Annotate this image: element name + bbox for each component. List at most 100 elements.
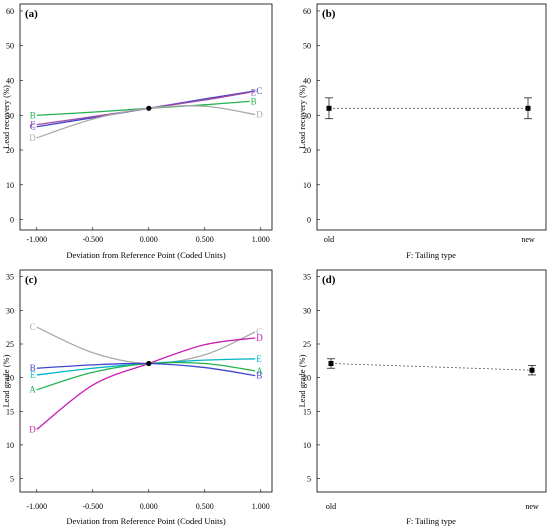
series-label-start-B: B [30, 363, 36, 373]
panel-c: (c) Lead grade (%) Deviation from Refere… [1, 269, 273, 526]
x-category-label: new [521, 235, 535, 244]
panel-c-grid [20, 276, 262, 492]
mean-point [326, 105, 332, 111]
panel-c-xlabel: Deviation from Reference Point (Coded Un… [66, 516, 226, 526]
series-label-end-E: E [251, 87, 257, 97]
panel-d-frame [316, 269, 547, 493]
panel-b-frame [316, 3, 547, 231]
x-tick-label: -0.500 [82, 502, 103, 511]
panel-b-label: (b) [322, 8, 336, 20]
x-tick-label: 0.500 [196, 235, 214, 244]
x-tick-label: 0.000 [140, 235, 158, 244]
y-tick-label: 20 [6, 374, 14, 383]
y-tick-label: 25 [6, 340, 14, 349]
x-tick-label: 1.000 [252, 235, 270, 244]
y-tick-label: 20 [6, 146, 14, 155]
series-label-end-B: B [256, 371, 262, 381]
x-category-label: new [525, 502, 539, 511]
y-tick-label: 20 [303, 146, 311, 155]
panel-b-ylabel: Lead recovery (%) [297, 85, 307, 149]
panel-c-ticks: 5 10 15 20 25 30 35 -1.000 -0.500 0.000 0.500 1.000 [6, 273, 270, 511]
y-tick-label: 20 [303, 374, 311, 383]
panel-d-ylabel: Lead grade (%) [297, 354, 307, 407]
x-tick-label: 1.000 [252, 502, 270, 511]
series-label-start-E: E [30, 120, 36, 130]
x-tick-label: -0.500 [82, 235, 103, 244]
series-label-start-C: C [30, 122, 36, 132]
panel-b-grid [317, 10, 320, 220]
series-label-end-E: E [256, 354, 262, 364]
panel-d-series [327, 358, 536, 376]
panel-a-xlabel: Deviation from Reference Point (Coded Un… [66, 250, 226, 260]
y-tick-label: 10 [6, 181, 14, 190]
series-label-end-C: C [256, 86, 262, 96]
y-tick-label: 15 [6, 407, 14, 416]
series-line-B [36, 100, 250, 116]
series-label-start-D: D [29, 133, 36, 143]
series-label-start-E: E [30, 370, 36, 380]
series-label-end-A: A [256, 366, 263, 376]
series-line-D [36, 337, 256, 430]
panel-c-frame [19, 269, 273, 493]
panel-d-label: (d) [322, 274, 336, 286]
panel-a-grid [20, 10, 262, 230]
y-tick-label: 10 [303, 181, 311, 190]
y-tick-label: 15 [303, 407, 311, 416]
x-tick-label: 0.000 [140, 502, 158, 511]
panel-b-xlabel: F: Tailing type [406, 250, 456, 260]
y-tick-label: 50 [303, 42, 311, 51]
series-line-E [36, 358, 256, 376]
series-label-start-B: B [30, 110, 36, 120]
y-tick-label: 30 [303, 111, 311, 120]
panel-d-xlabel: F: Tailing type [406, 516, 456, 526]
mean-point [525, 105, 531, 111]
y-tick-label: 10 [303, 441, 311, 450]
x-category-label: old [324, 235, 334, 244]
panel-b: (b) Lead recovery (%) F: Tailing type 0 1… [297, 3, 547, 260]
series-label-start-D: D [29, 424, 36, 434]
y-tick-label: 25 [303, 340, 311, 349]
y-tick-label: 60 [303, 7, 311, 16]
panel-a-ticks: 0 10 20 30 40 50 60 -1.000 -0.500 0.000 0.500 1.000 [6, 7, 270, 244]
panel-a-label: (a) [25, 8, 38, 20]
panel-b-series [325, 97, 532, 120]
y-tick-label: 0 [307, 216, 311, 225]
y-tick-label: 5 [10, 475, 14, 484]
panel-a: (a) Lead recovery (%) Deviation from Ref… [1, 3, 273, 260]
series-label-start-A: A [29, 385, 36, 395]
y-tick-label: 50 [6, 42, 14, 51]
panel-d-ticks: 5 10 15 20 25 30 35 old new [303, 273, 539, 511]
mean-point [529, 367, 535, 373]
series-label-end-C: C [256, 327, 262, 337]
y-tick-label: 30 [303, 306, 311, 315]
panel-c-ylabel: Lead grade (%) [1, 354, 11, 407]
panel-a-ylabel: Lead recovery (%) [1, 85, 11, 149]
x-tick-label: -1.000 [26, 502, 47, 511]
panel-c-label: (c) [25, 274, 38, 286]
mean-connector [330, 363, 533, 371]
series-label-start-C: C [30, 322, 36, 332]
series-label-end-D: D [256, 110, 263, 120]
y-tick-label: 60 [6, 7, 14, 16]
y-tick-label: 40 [6, 76, 14, 85]
y-tick-label: 40 [303, 76, 311, 85]
panel-a-frame [19, 3, 273, 231]
mean-point [328, 361, 334, 367]
panel-d-grid [317, 276, 320, 479]
y-tick-label: 30 [6, 306, 14, 315]
reference-point [146, 360, 152, 367]
y-tick-label: 10 [6, 441, 14, 450]
y-tick-label: 5 [307, 475, 311, 484]
series-label-end-B: B [251, 96, 257, 106]
x-tick-label: -1.000 [26, 235, 47, 244]
panel-b-ticks: 0 10 20 30 40 50 60 old new [303, 7, 535, 244]
x-tick-label: 0.500 [196, 502, 214, 511]
reference-point [146, 105, 152, 111]
series-label-end-D: D [256, 333, 263, 343]
y-tick-label: 35 [303, 273, 311, 282]
panel-d: (d) Lead grade (%) F: Tailing type 5 10 15… [297, 269, 547, 526]
series-line-C [36, 326, 256, 365]
